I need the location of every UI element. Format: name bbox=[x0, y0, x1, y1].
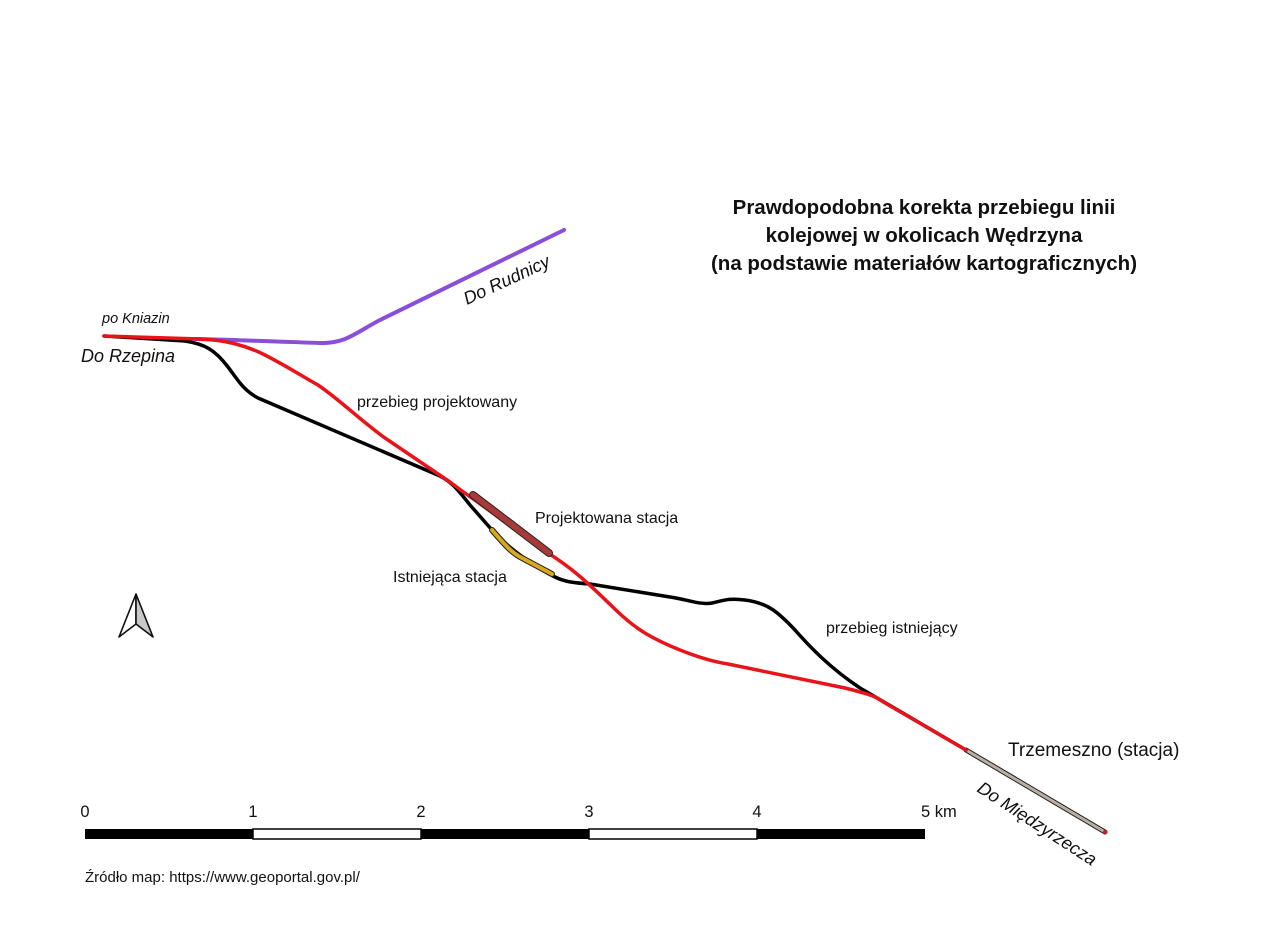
map-title: Prawdopodobna korekta przebiegu linii ko… bbox=[711, 196, 1137, 275]
projected-station-bar bbox=[470, 492, 552, 556]
line-to-miedzyrzecz-fill bbox=[964, 748, 1107, 834]
scale-tick-2: 2 bbox=[416, 803, 425, 821]
label-po-kniazin: po Kniazin bbox=[101, 311, 170, 327]
scale-tick-5: 5 km bbox=[921, 803, 957, 821]
scale-segment-2 bbox=[252, 828, 422, 840]
north-arrow-icon bbox=[118, 593, 154, 638]
scale-segment-3 bbox=[421, 829, 589, 839]
label-przebieg-projektowany: przebieg projektowany bbox=[357, 394, 517, 411]
label-przebieg-istniejacy: przebieg istniejący bbox=[826, 620, 958, 637]
scale-tick-0: 0 bbox=[80, 803, 89, 821]
existing-station-bar bbox=[490, 528, 554, 576]
title-line-1: Prawdopodobna korekta przebiegu linii bbox=[733, 196, 1116, 219]
label-do-rzepina: Do Rzepina bbox=[81, 346, 175, 366]
line-end-marker bbox=[1103, 830, 1107, 834]
scale-tick-4: 4 bbox=[752, 803, 761, 821]
existing-route-line bbox=[102, 334, 968, 752]
scale-bar: 0 1 2 3 4 5 km bbox=[80, 803, 957, 840]
title-line-3: (na podstawie materiałów kartograficznyc… bbox=[711, 252, 1137, 275]
label-istniejaca-stacja: Istniejąca stacja bbox=[393, 569, 507, 586]
scale-tick-3: 3 bbox=[584, 803, 593, 821]
label-projektowana-stacja: Projektowana stacja bbox=[535, 510, 678, 527]
label-trzemeszno: Trzemeszno (stacja) bbox=[1008, 740, 1179, 761]
scale-segment-5 bbox=[757, 829, 925, 839]
title-line-2: kolejowej w okolicach Wędrzyna bbox=[766, 224, 1083, 247]
scale-segment-1 bbox=[85, 829, 253, 839]
rudnica-branch-line bbox=[193, 228, 566, 346]
scale-tick-1: 1 bbox=[248, 803, 257, 821]
scale-segment-4 bbox=[588, 828, 758, 840]
source-note: Źródło map: https://www.geoportal.gov.pl… bbox=[85, 869, 361, 886]
